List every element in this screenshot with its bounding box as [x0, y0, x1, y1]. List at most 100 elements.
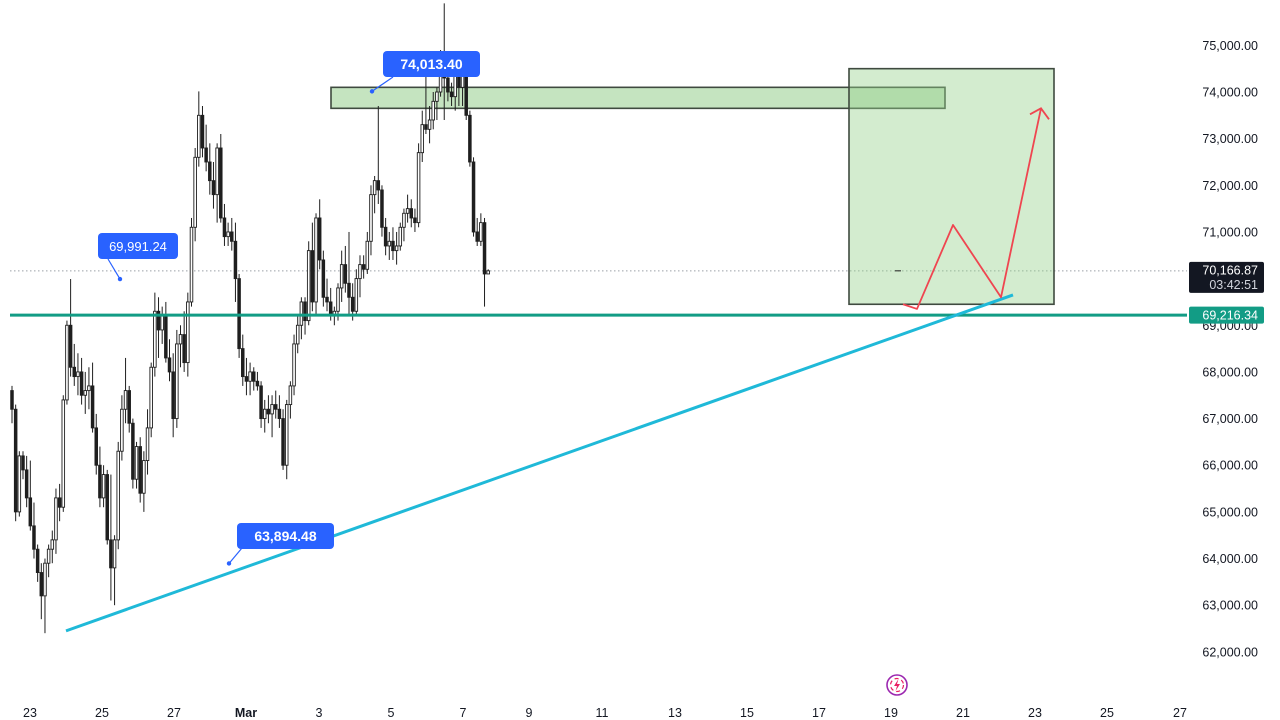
candle [427, 105, 432, 144]
candle [295, 315, 300, 354]
candle-body-down [24, 469, 29, 499]
lightning-icon[interactable] [886, 674, 908, 696]
candle-body-up [427, 119, 432, 130]
x-tick-label: 17 [812, 706, 826, 720]
candle-body-down [482, 222, 487, 275]
candle [101, 465, 106, 508]
annotation-labels: 74,013.40 69,991.24 63,894.48 [98, 51, 480, 566]
chart-plot-area[interactable] [10, 3, 1187, 634]
candle [354, 269, 359, 316]
candle [277, 395, 282, 428]
candle [281, 409, 285, 470]
candle [252, 367, 256, 391]
candle-body-down [211, 180, 216, 196]
candle-body-down [266, 408, 271, 415]
candle-body-up [134, 446, 139, 480]
candle-body-down [303, 301, 307, 322]
candle [21, 451, 25, 480]
time-axis[interactable]: 23 25 27 Mar 3 5 7 9 11 13 15 17 19 21 23 25 27 [23, 706, 1187, 720]
candle-body-up [314, 217, 318, 303]
candle [233, 222, 238, 302]
candle-body-down [259, 385, 263, 420]
candle-body-down [171, 371, 175, 420]
candle-body-down [255, 380, 260, 387]
candle [200, 105, 205, 158]
candle-body-up [65, 324, 69, 401]
candle [68, 279, 73, 377]
candle [138, 437, 142, 503]
candle-body-up [193, 156, 197, 228]
candle [409, 199, 414, 228]
candle [98, 446, 102, 508]
candle-body-up [486, 270, 490, 275]
x-tick-label: 13 [668, 706, 682, 720]
candle-body-down [475, 231, 479, 242]
candle [131, 418, 135, 489]
candle [61, 395, 66, 512]
x-tick-label: 23 [1028, 706, 1042, 720]
candle-body-down [90, 385, 95, 429]
candle [54, 488, 58, 554]
candle-body-down [57, 497, 62, 508]
candle-body-down [409, 208, 414, 219]
candle [219, 133, 223, 223]
candle [186, 292, 190, 377]
candle-body-down [72, 366, 77, 378]
candle-body-up [262, 408, 267, 420]
candle-body-up [17, 455, 22, 513]
candle [424, 73, 428, 134]
price-axis[interactable]: 62,000.00 63,000.00 64,000.00 65,000.00 66,0… [1187, 0, 1280, 700]
candle-body-up [112, 539, 117, 569]
support-price-marker: 69,216.34 [1189, 306, 1264, 324]
callout-anchor-dot [226, 561, 232, 566]
candle-body-up [189, 226, 194, 303]
price-callout: 63,894.48 [226, 523, 334, 566]
x-tick-label: 15 [740, 706, 754, 720]
support-price-value: 69,216.34 [1202, 309, 1258, 323]
current-price-value: 70,166.87 [1202, 263, 1258, 277]
candle-body-up [197, 114, 201, 158]
price-callout: 69,991.24 [98, 233, 178, 282]
candle-body-up [175, 343, 179, 420]
y-tick-label: 64,000.00 [1202, 552, 1258, 566]
candle [28, 460, 33, 531]
candle [35, 544, 40, 582]
candle-body-down [230, 231, 234, 242]
candle-body-up [61, 399, 66, 508]
candle [416, 143, 421, 228]
y-tick-label: 73,000.00 [1202, 132, 1258, 146]
target-box [848, 67, 1055, 306]
candle-body-up [306, 250, 311, 322]
candle-body-up [226, 231, 230, 238]
candle [479, 213, 483, 246]
candle [142, 451, 146, 512]
candle-body-down [361, 264, 366, 270]
candle [43, 558, 47, 634]
candle [292, 334, 296, 396]
callout-label: 69,991.24 [109, 239, 167, 254]
candle [120, 395, 124, 461]
candle [134, 441, 139, 489]
candle-body-down [449, 91, 454, 98]
candle-body-up [431, 100, 435, 121]
candle [145, 409, 150, 475]
candle-body-down [241, 348, 245, 378]
candle [273, 390, 278, 419]
callout-anchor-dot [369, 89, 375, 94]
candle-body-down [13, 408, 18, 513]
candle-body-down [39, 572, 44, 597]
candle-body-down [32, 525, 36, 550]
candle-body-up [160, 315, 164, 331]
candle [167, 339, 172, 382]
candle [116, 441, 120, 550]
candle [339, 250, 344, 302]
y-tick-label: 67,000.00 [1202, 412, 1258, 426]
candle [90, 362, 95, 433]
candle-body-down [424, 124, 428, 130]
candle-body-down [446, 77, 450, 93]
candle [314, 213, 318, 316]
candle [10, 385, 14, 424]
resistance-zone [330, 86, 946, 110]
